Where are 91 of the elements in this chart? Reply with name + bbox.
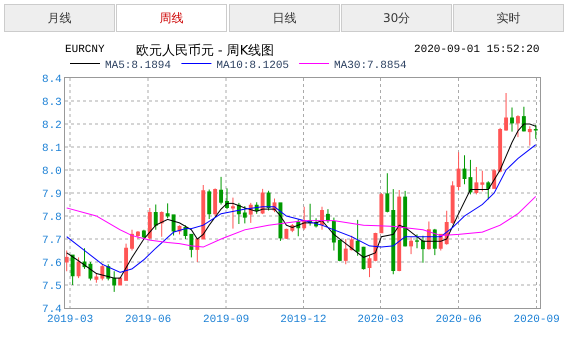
text: 2020-09-01 15:52:20 xyxy=(414,44,540,56)
candlestick xyxy=(498,127,502,173)
candlestick xyxy=(462,154,466,185)
x-tick-label: 2019-09 xyxy=(203,314,250,326)
candlestick xyxy=(486,180,490,200)
text: 月线 xyxy=(48,11,72,25)
candlestick xyxy=(373,232,378,262)
candlestick xyxy=(450,180,455,224)
candlestick xyxy=(213,188,218,216)
candlestick xyxy=(397,190,402,272)
candlestick xyxy=(225,188,229,210)
candlestick xyxy=(130,229,134,251)
y-tick-label: 8.4 xyxy=(42,74,62,86)
candlestick xyxy=(379,192,384,234)
candlestick xyxy=(420,235,425,264)
candlestick xyxy=(510,106,514,132)
candlestick xyxy=(284,228,288,240)
candlestick xyxy=(480,170,484,192)
candlestick xyxy=(88,262,92,281)
candlestick xyxy=(332,217,336,251)
candlestick xyxy=(70,254,75,286)
text: EURCNY xyxy=(65,44,106,56)
line-series xyxy=(66,124,536,279)
candlestick xyxy=(415,234,419,249)
legend-label: MA10:8.1205 xyxy=(216,60,290,72)
candlestick xyxy=(242,206,247,224)
candlestick xyxy=(100,264,104,281)
candlestick xyxy=(522,106,526,132)
line-series xyxy=(66,196,536,248)
y-tick-label: 7.5 xyxy=(42,280,62,293)
candlestick xyxy=(183,224,188,240)
y-tick-label: 8.2 xyxy=(42,120,62,132)
candlestick xyxy=(344,238,348,265)
candlestick xyxy=(189,234,194,258)
text: 日线 xyxy=(272,11,297,25)
candlestick xyxy=(320,206,324,230)
candlestick xyxy=(136,230,140,240)
candlestick xyxy=(112,270,116,292)
candlestick xyxy=(148,207,152,240)
candlestick xyxy=(230,197,235,230)
candlestick xyxy=(160,210,164,238)
candlestick xyxy=(154,204,158,230)
legend-label: MA30:7.8854 xyxy=(334,60,408,72)
text: 30分 xyxy=(382,11,410,25)
legend-label: MA5:8.1894 xyxy=(105,60,172,72)
y-tick-label: 7.6 xyxy=(42,258,62,270)
chart-title: 欧元人民币元 - 周K线图 xyxy=(136,44,274,59)
candlestick xyxy=(368,254,372,278)
candlestick xyxy=(456,152,461,191)
candlestick xyxy=(528,126,532,146)
candlestick xyxy=(362,246,366,270)
candlestick xyxy=(468,159,472,195)
candlestick xyxy=(195,238,200,262)
candlestick xyxy=(207,189,212,220)
candlestick xyxy=(266,190,271,211)
x-tick-label: 2020-06 xyxy=(435,314,482,326)
candlestick xyxy=(65,250,69,272)
candlestick xyxy=(260,188,265,215)
y-tick-label: 8.1 xyxy=(42,142,62,155)
line-series xyxy=(66,144,536,273)
candlestick xyxy=(403,190,408,248)
x-tick-label: 2019-06 xyxy=(125,314,172,326)
candlestick xyxy=(326,208,330,224)
y-tick-label: 7.7 xyxy=(42,234,62,247)
candlestick xyxy=(338,239,342,262)
candlestick xyxy=(504,92,508,132)
x-tick-label: 2020-03 xyxy=(357,314,404,326)
candlestick xyxy=(166,202,170,219)
candlestick xyxy=(142,229,146,240)
candlestick xyxy=(219,176,224,205)
candlestick xyxy=(124,243,128,281)
y-tick-label: 7.8 xyxy=(42,212,62,224)
candlestick xyxy=(76,256,81,279)
candlestick xyxy=(474,166,478,195)
x-tick-label: 2019-03 xyxy=(46,314,94,326)
candlestick xyxy=(534,124,538,140)
y-tick-label: 8.3 xyxy=(42,96,62,109)
candlestick xyxy=(409,236,414,255)
text: 实时 xyxy=(496,11,521,25)
x-tick-label: 2020-09 xyxy=(514,314,560,326)
candlestick xyxy=(356,219,360,256)
candlestick xyxy=(385,172,390,213)
y-tick-label: 8.0 xyxy=(42,166,62,178)
candlestick xyxy=(94,273,98,284)
x-tick-label: 2019-12 xyxy=(280,314,326,326)
text: 周线 xyxy=(160,11,184,25)
y-tick-label: 7.4 xyxy=(42,304,62,316)
candlestick xyxy=(118,276,122,286)
candlestick xyxy=(172,214,176,236)
candlestick xyxy=(516,114,520,138)
y-tick-label: 7.9 xyxy=(42,188,62,201)
